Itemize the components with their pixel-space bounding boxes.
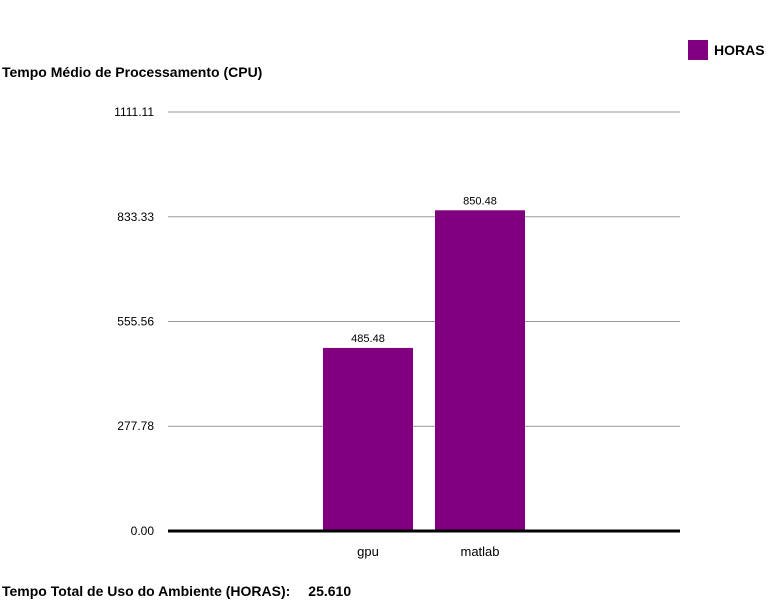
footer-value: 25.610 — [308, 583, 352, 599]
y-tick-label: 0.00 — [131, 524, 155, 538]
y-tick-label: 833.33 — [117, 210, 154, 224]
chart-title: Tempo Médio de Processamento (CPU) — [2, 64, 263, 80]
x-tick-label: gpu — [357, 544, 379, 559]
footer-label: Tempo Total de Uso do Ambiente (HORAS): — [2, 583, 291, 599]
bar-matlab — [435, 210, 525, 531]
legend-label: HORAS — [714, 42, 765, 58]
footer: Tempo Total de Uso do Ambiente (HORAS): 2… — [2, 583, 351, 599]
x-tick-label: matlab — [460, 544, 499, 559]
legend-swatch — [688, 40, 708, 60]
data-label: 850.48 — [463, 195, 497, 207]
bar-gpu — [323, 347, 413, 531]
data-label: 485.48 — [351, 333, 385, 345]
y-tick-label: 1111.11 — [114, 105, 154, 119]
y-tick-label: 555.56 — [117, 314, 154, 328]
legend: HORAS — [688, 39, 765, 61]
y-tick-label: 277.78 — [117, 419, 154, 433]
